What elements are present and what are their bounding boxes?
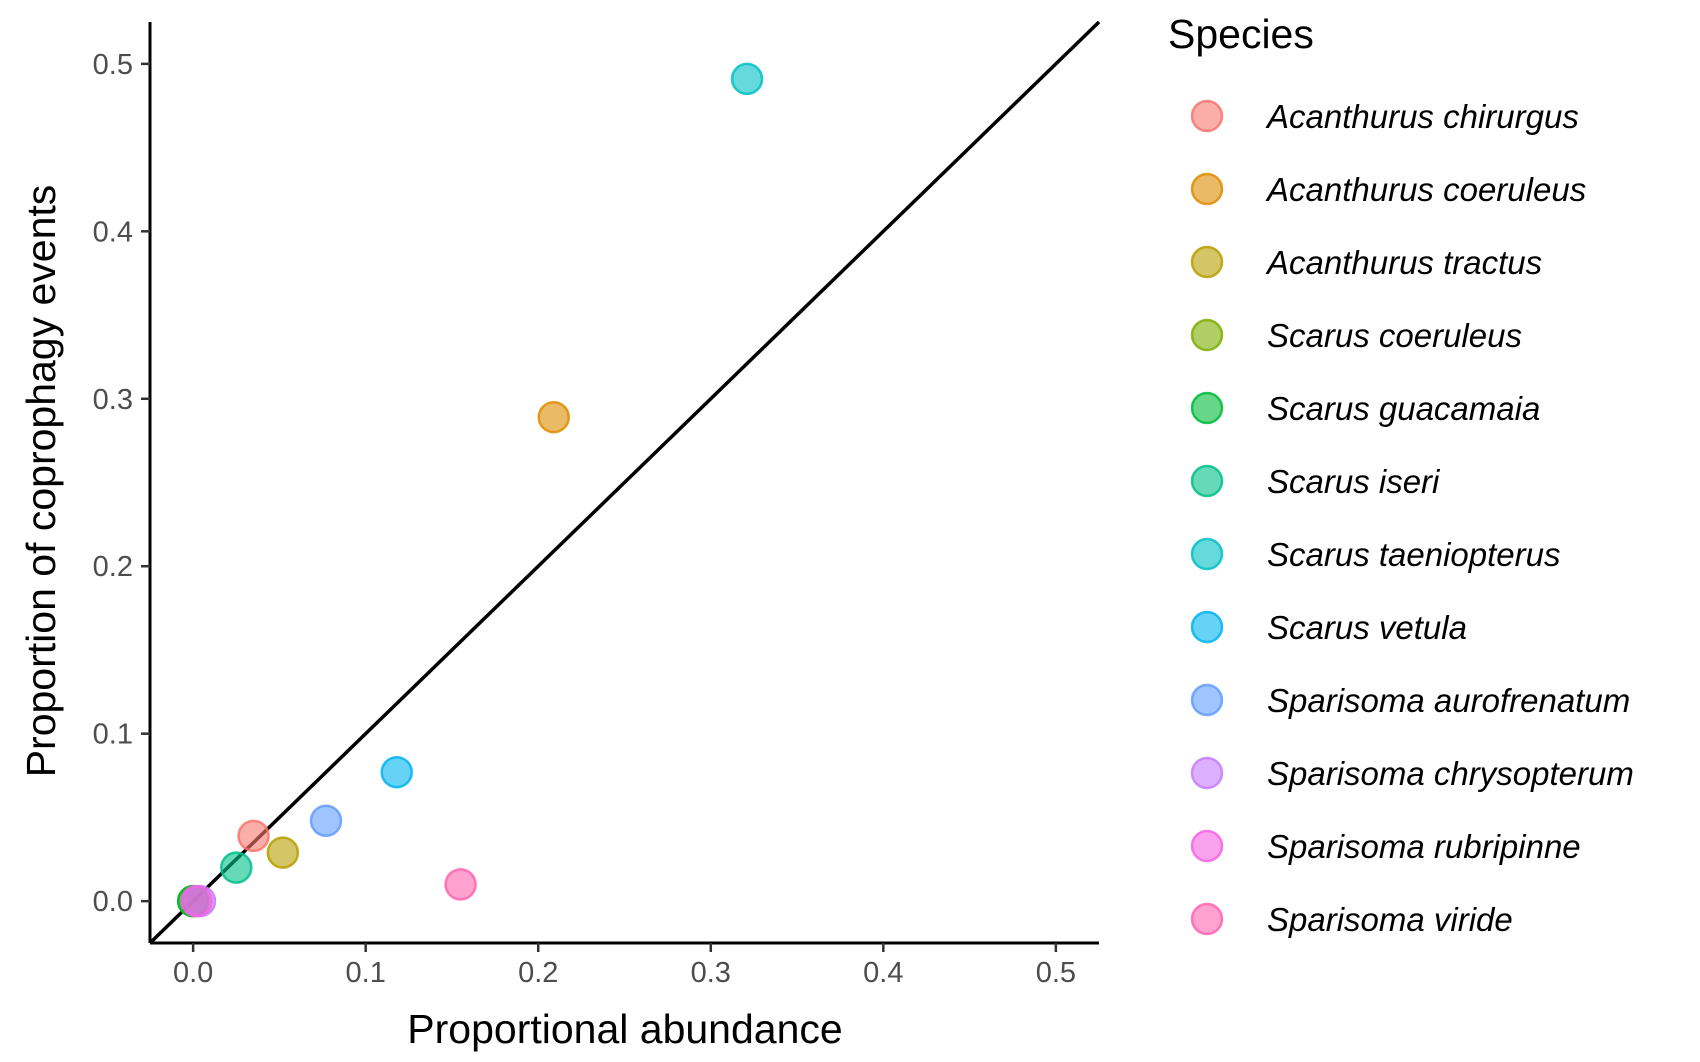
identity-reference-line <box>148 20 1101 945</box>
data-point <box>444 868 477 901</box>
y-tick-label: 0.4 <box>93 216 133 248</box>
y-axis-title: Proportion of coprophagy events <box>18 185 64 778</box>
legend-key <box>1190 172 1224 206</box>
legend-key <box>1190 756 1224 790</box>
data-point <box>266 836 300 869</box>
legend-label: Scarus iseri <box>1267 463 1441 500</box>
legend-item: Sparisoma aurofrenatum <box>1190 682 1630 719</box>
legend-label: Scarus vetula <box>1267 609 1467 646</box>
legend-key <box>1190 391 1224 425</box>
legend-key <box>1190 683 1224 717</box>
legend-item: Sparisoma viride <box>1190 901 1513 938</box>
data-point <box>380 755 413 789</box>
legend-item: Scarus vetula <box>1190 609 1467 646</box>
x-tick-label: 0.5 <box>1036 957 1076 989</box>
x-tick-label: 0.2 <box>518 957 558 989</box>
x-tick-label: 0.4 <box>863 957 903 989</box>
legend-item: Acanthurus coeruleus <box>1190 171 1586 208</box>
legend-label: Sparisoma chrysopterum <box>1267 755 1634 792</box>
legend-key <box>1190 610 1224 644</box>
legend-key <box>1190 537 1224 571</box>
data-point <box>537 400 571 434</box>
x-axis-title: Proportional abundance <box>407 1006 842 1052</box>
legend-item: Acanthurus chirurgus <box>1190 98 1579 135</box>
x-tick-label: 0.1 <box>346 957 386 989</box>
legend: Species Acanthurus chirurgus Acanthurus c… <box>1168 11 1634 938</box>
legend-item: Scarus guacamaia <box>1190 390 1540 427</box>
legend-label: Acanthurus coeruleus <box>1265 171 1586 208</box>
legend-label: Scarus coeruleus <box>1267 317 1522 354</box>
data-point <box>180 884 213 918</box>
data-point <box>220 851 253 884</box>
legend-item: Sparisoma chrysopterum <box>1190 755 1634 792</box>
y-tick-label: 0.0 <box>93 886 133 918</box>
legend-item: Acanthurus tractus <box>1190 244 1542 281</box>
legend-key <box>1190 99 1224 133</box>
data-point <box>309 804 343 838</box>
legend-item: Scarus taeniopterus <box>1190 536 1561 573</box>
legend-key <box>1190 245 1224 279</box>
legend-label: Sparisoma viride <box>1267 901 1513 938</box>
legend-title: Species <box>1168 11 1314 57</box>
legend-label: Scarus guacamaia <box>1267 390 1540 427</box>
y-tick-label: 0.1 <box>93 719 133 751</box>
data-point <box>730 62 764 96</box>
legend-label: Sparisoma rubripinne <box>1267 828 1581 865</box>
legend-key <box>1190 902 1224 936</box>
y-tick-label: 0.5 <box>93 49 133 81</box>
x-tick-label: 0.3 <box>691 957 731 989</box>
x-tick-label: 0.0 <box>173 957 213 989</box>
legend-label: Acanthurus chirurgus <box>1265 98 1579 135</box>
legend-item: Sparisoma rubripinne <box>1190 828 1581 865</box>
legend-label: Acanthurus tractus <box>1265 244 1542 281</box>
legend-label: Sparisoma aurofrenatum <box>1267 682 1630 719</box>
legend-item: Scarus coeruleus <box>1190 317 1522 354</box>
legend-key <box>1190 829 1224 863</box>
legend-item: Scarus iseri <box>1190 463 1441 500</box>
legend-key <box>1190 318 1224 352</box>
legend-key <box>1190 464 1224 498</box>
y-tick-label: 0.2 <box>93 551 133 583</box>
legend-label: Scarus taeniopterus <box>1267 536 1561 573</box>
data-point <box>237 819 270 853</box>
y-tick-label: 0.3 <box>93 384 133 416</box>
